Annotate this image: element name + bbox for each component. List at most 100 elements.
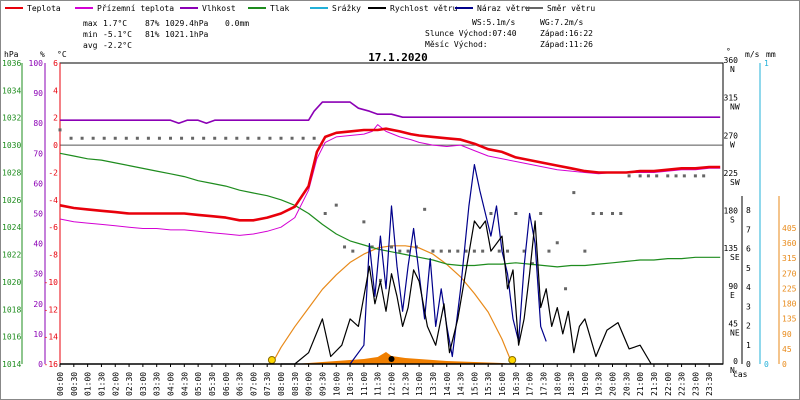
wind-tick-label: 0 <box>746 360 751 369</box>
press-tick-label: 1016 <box>2 333 21 342</box>
time-tick-label: 06:30 <box>236 372 245 396</box>
legend-item: Srážky <box>310 4 361 13</box>
rain-unit-label: mm <box>766 50 776 59</box>
time-tick-label: 07:30 <box>263 372 272 396</box>
time-tick-label: 19:00 <box>581 372 590 396</box>
direction-tick-label: 315 <box>724 94 739 103</box>
wind-direction-point <box>619 212 623 215</box>
wind-direction-point <box>279 136 283 140</box>
time-tick-label: 10:30 <box>346 372 355 396</box>
wind-direction-point <box>257 136 261 140</box>
wind-direction-point <box>702 174 706 178</box>
time-tick-label: 03:00 <box>139 372 148 396</box>
sun-tick-label: 315 <box>782 254 797 263</box>
moon-marker <box>388 356 395 362</box>
wind-direction-point <box>547 249 551 253</box>
direction-compass-label: SW <box>730 178 740 187</box>
temp-unit-label: °C <box>57 50 67 59</box>
wind-direction-point <box>398 249 402 253</box>
humidity-tick-label: 80 <box>33 119 43 128</box>
wind-direction-point <box>655 174 659 178</box>
stat-min-temp: -5.1°C <box>103 30 132 39</box>
wind-direction-point <box>146 136 150 140</box>
humidity-tick-label: 60 <box>33 179 43 188</box>
sun-tick-label: 180 <box>782 300 797 309</box>
temp-tick-label: 4 <box>53 86 58 95</box>
time-tick-label: 14:00 <box>443 372 452 396</box>
wind-tick-label: 8 <box>746 206 751 215</box>
stat-max-rain: 0.0mm <box>225 19 249 28</box>
direction-tick-label: 180 <box>724 207 739 216</box>
direction-tick-label: 90 <box>728 282 738 291</box>
press-tick-label: 1032 <box>2 114 21 123</box>
wind-direction-point <box>124 136 128 140</box>
time-tick-label: 04:00 <box>167 372 176 396</box>
time-tick-label: 07:00 <box>249 372 258 396</box>
legend-item: Tlak <box>248 4 289 13</box>
time-tick-label: 11:00 <box>360 372 369 396</box>
wind-direction-point <box>599 212 603 215</box>
wind-direction-point <box>423 207 427 211</box>
humidity-tick-label: 100 <box>29 59 44 68</box>
stat-avg-label: avg <box>83 41 98 50</box>
wind-direction-point <box>334 203 338 207</box>
wind-direction-point <box>497 249 501 253</box>
time-tick-label: 22:30 <box>678 372 687 396</box>
rain-tick-label: 1 <box>764 59 769 68</box>
sunset-marker <box>508 356 517 364</box>
stat-moonrise: Měsíc Východ: <box>425 40 488 49</box>
wind-tick-label: 3 <box>746 302 751 311</box>
direction-compass-label: W <box>730 140 735 149</box>
direction-tick-label: 270 <box>724 131 739 140</box>
time-tick-label: 16:00 <box>498 372 507 396</box>
time-tick-label: 04:30 <box>180 372 189 396</box>
direction-compass-label: N <box>730 366 735 375</box>
humidity-tick-label: 30 <box>33 270 43 279</box>
wind-direction-point <box>224 136 228 140</box>
legend-item: Teplota <box>5 4 61 13</box>
stat-max-temp: 1.7°C <box>103 19 127 28</box>
wind-tick-label: 4 <box>746 283 751 292</box>
humidity-tick-label: 10 <box>33 330 43 339</box>
wind-direction-point <box>406 249 410 253</box>
legend-label: Tlak <box>270 4 289 13</box>
sun-tick-label: 405 <box>782 224 797 233</box>
wind-direction-point <box>157 136 161 140</box>
wind-direction-point <box>472 249 476 253</box>
wind-tick-label: 7 <box>746 225 751 234</box>
wind-direction-point <box>378 278 382 282</box>
direction-tick-label: 45 <box>728 319 738 328</box>
time-tick-label: 00:30 <box>70 372 79 396</box>
press-tick-label: 1020 <box>2 278 21 287</box>
time-tick-label: 01:30 <box>97 372 106 396</box>
press-tick-label: 1036 <box>2 59 21 68</box>
stat-avg-temp: -2.2°C <box>103 41 132 50</box>
time-tick-label: 00:00 <box>56 372 65 396</box>
legend-item: Rychlost větru <box>368 4 458 13</box>
solar-radiation-area <box>294 352 513 364</box>
wind-direction-point <box>627 174 631 178</box>
time-tick-label: 21:30 <box>650 372 659 396</box>
time-tick-label: 05:30 <box>208 372 217 396</box>
time-tick-label: 03:30 <box>153 372 162 396</box>
wind-direction-point <box>564 287 568 291</box>
direction-tick-label: 225 <box>724 169 739 178</box>
humidity-line <box>60 101 721 124</box>
temperature-line <box>59 127 721 222</box>
wind-direction-point <box>456 249 460 253</box>
legend-item: Směr větru <box>525 4 595 13</box>
wind-tick-label: 2 <box>746 322 751 331</box>
wind-direction-point <box>522 249 526 253</box>
temp-tick-label: -14 <box>44 333 59 342</box>
wind-direction-point <box>135 136 139 140</box>
pressure-line <box>59 152 721 268</box>
wind-direction-point <box>301 136 305 140</box>
wind-direction-point <box>91 136 95 140</box>
legend-item: Vlhkost <box>180 4 236 13</box>
wind-direction-point <box>572 191 576 195</box>
chart-title: 17.1.2020 <box>368 51 428 64</box>
legend-label: Náraz větru <box>477 4 530 13</box>
temp-tick-label: -16 <box>44 360 59 369</box>
time-tick-label: 13:30 <box>429 372 438 396</box>
temp-tick-label: 6 <box>53 59 58 68</box>
